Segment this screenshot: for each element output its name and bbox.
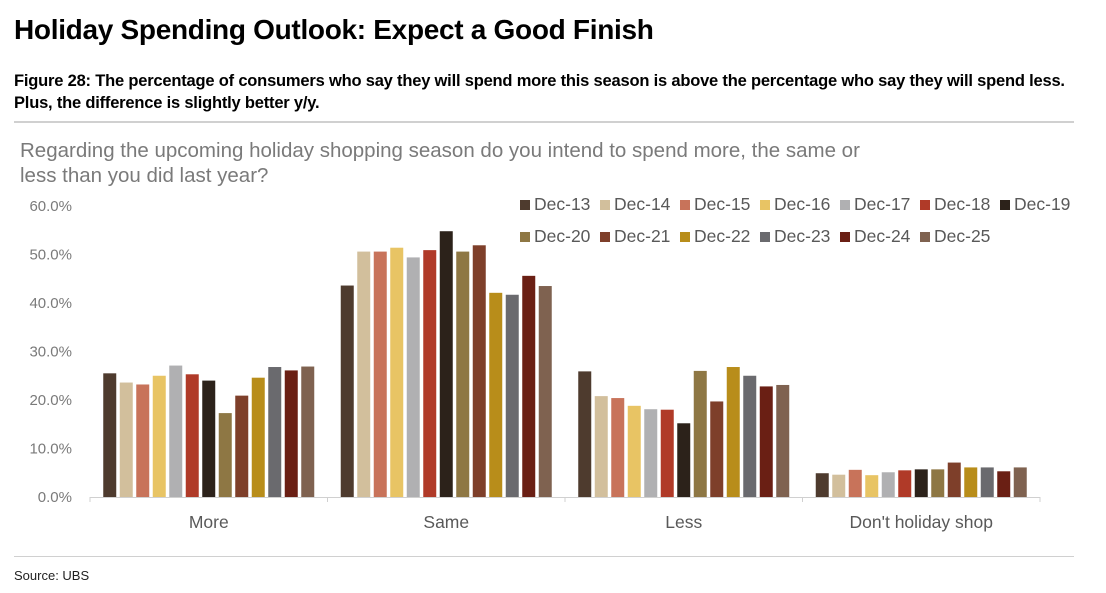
- bar-dec-16: [865, 475, 879, 497]
- legend-swatch: [600, 232, 610, 242]
- legend-label: Dec-17: [854, 194, 910, 214]
- bar-dec-23: [743, 375, 757, 497]
- legend-swatch: [920, 232, 930, 242]
- bar-dec-17: [644, 409, 658, 497]
- y-tick-label: 50.0%: [29, 247, 72, 264]
- legend-swatch: [600, 200, 610, 210]
- bar-dec-20: [931, 469, 945, 497]
- bar-dec-22: [489, 292, 503, 497]
- legend-swatch: [680, 232, 690, 242]
- bar-dec-24: [759, 386, 773, 497]
- legend-swatch: [520, 232, 530, 242]
- bar-dec-19: [439, 231, 453, 497]
- bar-dec-16: [627, 405, 641, 497]
- bar-dec-20: [456, 251, 470, 497]
- bar-dec-19: [914, 469, 928, 497]
- bar-dec-21: [710, 401, 724, 497]
- bar-dec-19: [677, 423, 691, 497]
- x-category-label: Same: [423, 512, 469, 532]
- legend-swatch: [1000, 200, 1010, 210]
- legend-swatch: [840, 200, 850, 210]
- bar-dec-15: [848, 469, 862, 497]
- bar-dec-18: [185, 374, 199, 497]
- legend-swatch: [920, 200, 930, 210]
- bar-dec-14: [357, 251, 371, 497]
- bar-dec-17: [169, 365, 183, 497]
- bar-dec-25: [301, 366, 315, 497]
- y-tick-label: 10.0%: [29, 441, 72, 458]
- legend-swatch: [520, 200, 530, 210]
- bar-dec-13: [103, 373, 117, 497]
- bar-dec-20: [218, 413, 232, 497]
- bar-dec-14: [119, 382, 133, 497]
- y-tick-label: 40.0%: [29, 295, 72, 312]
- bar-dec-24: [284, 370, 298, 497]
- bar-dec-24: [997, 471, 1011, 497]
- page-title: Holiday Spending Outlook: Expect a Good …: [14, 14, 654, 45]
- legend-swatch: [680, 200, 690, 210]
- legend-label: Dec-21: [614, 226, 670, 246]
- bar-dec-17: [881, 472, 895, 497]
- y-tick-label: 60.0%: [29, 198, 72, 215]
- legend-label: Dec-22: [694, 226, 750, 246]
- legend-label: Dec-23: [774, 226, 830, 246]
- bar-dec-25: [538, 286, 552, 497]
- bar-dec-23: [505, 294, 519, 497]
- bar-dec-15: [611, 398, 625, 497]
- legend-label: Dec-13: [534, 194, 590, 214]
- bar-dec-15: [373, 251, 387, 497]
- bar-dec-13: [340, 285, 354, 497]
- x-category-label: More: [189, 512, 229, 532]
- bar-dec-23: [268, 367, 282, 497]
- legend-label: Dec-20: [534, 226, 591, 246]
- bar-dec-22: [964, 467, 978, 497]
- bar-dec-22: [726, 367, 740, 497]
- bar-dec-22: [251, 377, 265, 497]
- y-tick-label: 0.0%: [38, 489, 72, 506]
- legend-label: Dec-16: [774, 194, 830, 214]
- bar-dec-18: [660, 409, 674, 497]
- bar-dec-25: [776, 384, 790, 497]
- legend-label: Dec-18: [934, 194, 990, 214]
- legend-label: Dec-25: [934, 226, 990, 246]
- legend-label: Dec-19: [1014, 194, 1070, 214]
- bar-dec-14: [594, 396, 608, 497]
- bar-dec-20: [693, 370, 707, 497]
- bar-dec-13: [578, 371, 592, 497]
- y-tick-label: 20.0%: [29, 392, 72, 409]
- bar-dec-14: [832, 474, 846, 497]
- bar-dec-21: [947, 462, 961, 497]
- figure-caption: Figure 28: The percentage of consumers w…: [14, 72, 1065, 112]
- bar-dec-16: [390, 247, 404, 497]
- x-category-label: Don't holiday shop: [850, 512, 993, 532]
- bar-dec-19: [202, 380, 216, 497]
- x-category-label: Less: [665, 512, 702, 532]
- bar-dec-15: [136, 384, 150, 497]
- bar-dec-21: [472, 245, 486, 497]
- bar-dec-18: [898, 470, 912, 497]
- divider: [14, 556, 1074, 557]
- legend-swatch: [760, 232, 770, 242]
- bar-dec-13: [815, 473, 829, 497]
- bar-dec-23: [980, 467, 994, 497]
- legend-label: Dec-24: [854, 226, 911, 246]
- source-note: Source: UBS: [14, 568, 90, 583]
- legend-swatch: [760, 200, 770, 210]
- divider: [14, 121, 1074, 123]
- bar-dec-24: [522, 275, 536, 497]
- bar-dec-21: [235, 395, 249, 497]
- bar-dec-17: [406, 257, 420, 497]
- bar-dec-25: [1013, 467, 1027, 497]
- y-tick-label: 30.0%: [29, 344, 72, 361]
- chart-title: Regarding the upcoming holiday shopping …: [20, 139, 860, 187]
- bar-dec-18: [423, 250, 437, 497]
- legend-label: Dec-15: [694, 194, 750, 214]
- bar-dec-16: [152, 375, 166, 497]
- legend-label: Dec-14: [614, 194, 671, 214]
- legend-swatch: [840, 232, 850, 242]
